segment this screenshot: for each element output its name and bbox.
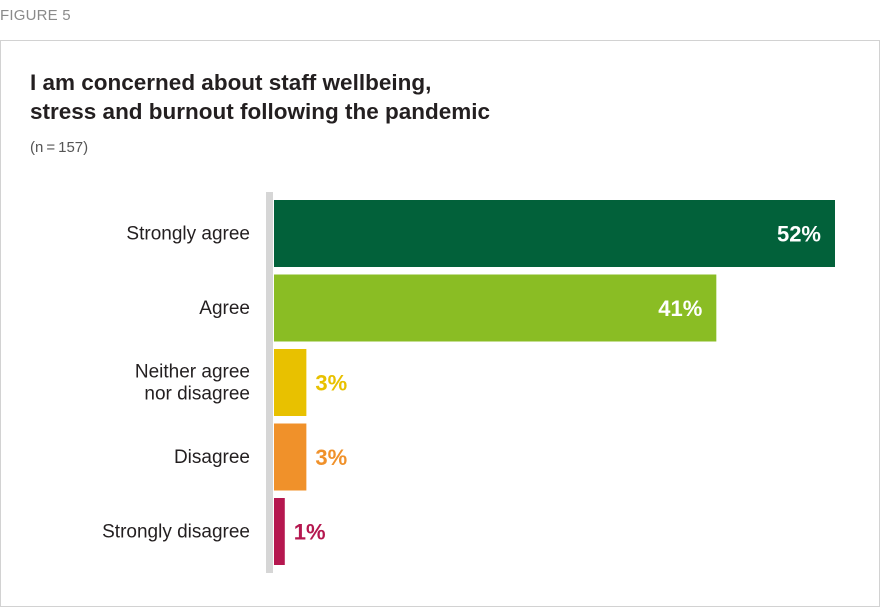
chart-subtitle: (n = 157) (30, 139, 89, 156)
bar-4 (274, 498, 285, 565)
bar-0 (274, 200, 835, 267)
bar-1 (274, 274, 717, 342)
category-label-3: Disagree (174, 447, 250, 468)
category-label-2: Neither agree nor disagree (135, 362, 250, 405)
value-label-2: 3% (315, 371, 347, 396)
chart-frame (0, 40, 880, 607)
value-label-1: 41% (658, 296, 702, 321)
category-label-1: Agree (199, 298, 250, 319)
bar-2 (274, 349, 307, 416)
category-label-0: Strongly agree (126, 224, 250, 245)
value-label-4: 1% (294, 520, 326, 545)
chart-title: I am concerned about staff wellbeing, st… (30, 68, 730, 126)
figure-label: FIGURE 5 (0, 7, 71, 24)
chart-title-line-1: I am concerned about staff wellbeing, (30, 70, 432, 95)
bar-3 (274, 423, 307, 491)
axis-baseline (266, 192, 273, 573)
chart-title-line-2: stress and burnout following the pandemi… (30, 99, 491, 124)
value-label-3: 3% (315, 445, 347, 470)
value-label-0: 52% (777, 222, 821, 247)
category-label-4: Strongly disagree (102, 522, 250, 543)
